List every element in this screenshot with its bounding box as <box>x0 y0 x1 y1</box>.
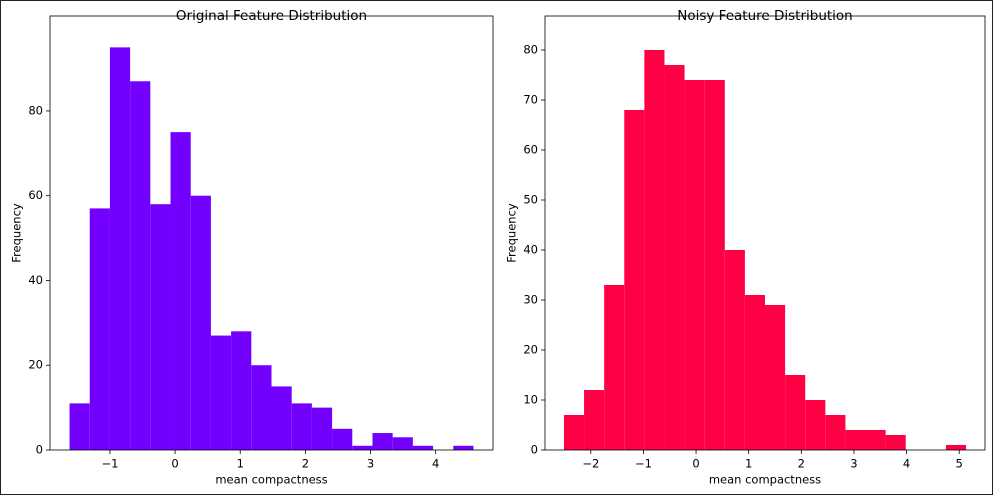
y-tick-label: 10 <box>523 393 538 407</box>
bar <box>885 435 906 450</box>
y-tick-label: 60 <box>523 143 538 157</box>
axes-frame <box>49 15 494 451</box>
bar <box>584 390 605 450</box>
bar <box>765 305 786 450</box>
x-tick-label: 1 <box>237 457 244 471</box>
y-axis-label: Frequency <box>10 203 24 263</box>
bar <box>865 430 886 450</box>
bar <box>231 331 252 450</box>
bar <box>109 47 131 450</box>
bar <box>825 415 846 450</box>
bar <box>945 445 967 450</box>
y-axis-label: Frequency <box>505 203 519 263</box>
bar <box>372 433 393 450</box>
chart-title: Original Feature Distribution <box>176 8 367 24</box>
x-tick-label: 4 <box>903 457 910 471</box>
y-tick-label: 20 <box>523 343 538 357</box>
bar <box>89 208 110 450</box>
bar <box>210 335 232 450</box>
bar <box>271 386 292 450</box>
x-tick-label: −2 <box>582 457 599 471</box>
bar <box>412 445 434 450</box>
y-tick-label: 40 <box>28 273 43 287</box>
bar <box>624 110 645 450</box>
y-tick-label: 30 <box>523 293 538 307</box>
chart-title: Noisy Feature Distribution <box>677 8 853 24</box>
y-tick-label: 70 <box>523 93 538 107</box>
bar <box>785 375 806 450</box>
bar <box>392 437 413 450</box>
y-tick-label: 80 <box>523 43 538 57</box>
x-tick-label: −1 <box>635 457 652 471</box>
y-tick-label: 80 <box>28 103 43 117</box>
y-tick-label: 20 <box>28 358 43 372</box>
x-tick-label: 3 <box>850 457 857 471</box>
x-tick-label: 0 <box>171 457 178 471</box>
bar <box>845 430 866 450</box>
bar <box>251 365 272 450</box>
bar <box>453 445 474 450</box>
bar <box>170 132 191 450</box>
bar <box>69 403 90 450</box>
y-tick-label: 60 <box>28 188 43 202</box>
x-axis-label: mean compactness <box>709 473 821 487</box>
bar <box>805 400 826 450</box>
bar <box>563 415 585 450</box>
bar <box>684 80 705 450</box>
bar <box>311 407 333 450</box>
bar <box>704 80 725 450</box>
x-tick-label: 2 <box>302 457 309 471</box>
x-tick-label: 5 <box>956 457 963 471</box>
bar <box>352 445 373 450</box>
x-axis-label: mean compactness <box>215 473 327 487</box>
bar <box>744 295 765 450</box>
y-tick-label: 50 <box>523 193 538 207</box>
bar <box>332 428 353 450</box>
bar <box>664 65 685 450</box>
axes-frame <box>544 15 986 451</box>
bar <box>190 195 211 450</box>
x-tick-label: 4 <box>432 457 439 471</box>
x-tick-label: 2 <box>798 457 805 471</box>
x-tick-label: 1 <box>745 457 752 471</box>
bar <box>644 50 665 450</box>
bar <box>150 204 171 450</box>
x-tick-label: 0 <box>692 457 699 471</box>
y-tick-label: 0 <box>531 443 538 457</box>
bar <box>724 250 745 450</box>
x-tick-label: −1 <box>101 457 118 471</box>
x-tick-label: 3 <box>367 457 374 471</box>
bar <box>604 285 625 450</box>
bar <box>291 403 312 450</box>
y-tick-label: 40 <box>523 243 538 257</box>
y-tick-label: 0 <box>36 443 43 457</box>
bar <box>130 81 151 450</box>
